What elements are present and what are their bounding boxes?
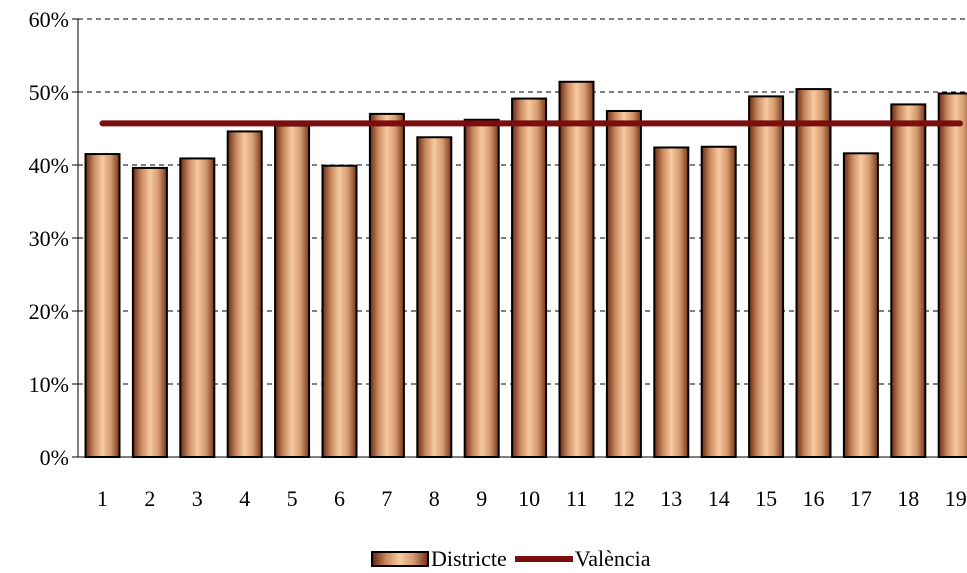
bar-district-1 <box>84 153 121 459</box>
bar-district-7 <box>368 112 405 459</box>
x-tick-label-5: 5 <box>287 486 298 511</box>
x-tick-label-4: 4 <box>239 486 250 511</box>
bar-district-16 <box>795 88 832 459</box>
x-tick-label-1: 1 <box>97 486 108 511</box>
bar-district-6 <box>321 164 358 458</box>
x-tick-label-10: 10 <box>518 486 540 511</box>
y-tick-label-1: 10% <box>29 372 69 397</box>
x-tick-label-13: 13 <box>660 486 682 511</box>
y-tick-label-2: 20% <box>29 299 69 324</box>
x-tick-label-11: 11 <box>566 486 587 511</box>
x-tick-label-17: 17 <box>850 486 872 511</box>
bar-district-8 <box>416 136 453 458</box>
bar-district-12 <box>605 109 642 458</box>
bar-district-10 <box>511 97 548 458</box>
bar-district-18 <box>890 103 927 458</box>
bars <box>84 80 967 459</box>
x-tick-label-8: 8 <box>429 486 440 511</box>
legend: Districte València <box>371 546 651 572</box>
x-tick-label-12: 12 <box>613 486 635 511</box>
x-tick-label-19: 19 <box>945 486 967 511</box>
x-tick-label-2: 2 <box>144 486 155 511</box>
legend-label-valencia: València <box>574 546 651 571</box>
legend-swatch-valencia <box>514 556 573 562</box>
x-tick-label-3: 3 <box>192 486 203 511</box>
axes <box>72 18 967 458</box>
bar-district-2 <box>131 166 168 458</box>
legend-swatch-districte <box>371 551 429 567</box>
y-tick-labels: 0% 10% 20% 30% 40% 50% 60% <box>29 7 69 470</box>
y-tick-label-6: 60% <box>29 7 69 32</box>
x-tick-label-14: 14 <box>708 486 730 511</box>
bar-district-13 <box>653 146 690 458</box>
bar-district-14 <box>700 145 737 458</box>
x-tick-labels: 1 2 3 4 5 6 7 8 9 10 11 12 13 14 15 16 17 18 19 <box>97 486 967 511</box>
bar-district-15 <box>748 95 785 458</box>
x-tick-label-7: 7 <box>381 486 392 511</box>
bar-district-19 <box>937 92 967 459</box>
x-tick-label-15: 15 <box>755 486 777 511</box>
bar-district-5 <box>274 124 311 459</box>
x-tick-label-16: 16 <box>803 486 825 511</box>
x-tick-label-6: 6 <box>334 486 345 511</box>
bar-district-11 <box>558 80 595 458</box>
bar-district-17 <box>842 152 879 458</box>
y-tick-label-5: 50% <box>29 80 69 105</box>
legend-label-districte: Districte <box>431 546 507 571</box>
y-tick-label-0: 0% <box>40 445 69 470</box>
bar-district-4 <box>226 130 263 458</box>
y-tick-label-4: 40% <box>29 153 69 178</box>
y-tick-label-3: 30% <box>29 226 69 251</box>
x-tick-label-18: 18 <box>897 486 919 511</box>
bar-district-9 <box>463 118 500 459</box>
x-tick-label-9: 9 <box>476 486 487 511</box>
bar-district-3 <box>179 157 216 458</box>
